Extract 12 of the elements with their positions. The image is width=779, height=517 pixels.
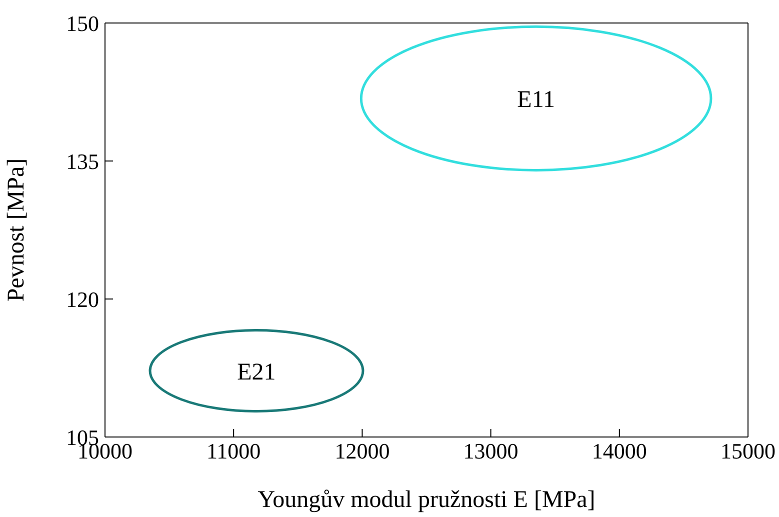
y-axis-title: Pevnost [MPa]: [4, 158, 30, 302]
y-tick-label: 150: [66, 10, 99, 36]
x-tick-label: 14000: [592, 438, 647, 464]
x-tick-label: 13000: [463, 438, 518, 464]
annotation: E11: [517, 86, 555, 113]
x-tick-label: 12000: [334, 438, 390, 464]
annotation: E21: [237, 359, 276, 386]
x-tick-label: 15000: [720, 438, 776, 464]
x-axis-title: Youngův modul pružnosti E [MPa]: [258, 487, 596, 513]
y-tick-label: 120: [66, 286, 99, 312]
y-tick-label: 135: [66, 148, 99, 174]
x-tick-label: 11000: [206, 438, 261, 464]
